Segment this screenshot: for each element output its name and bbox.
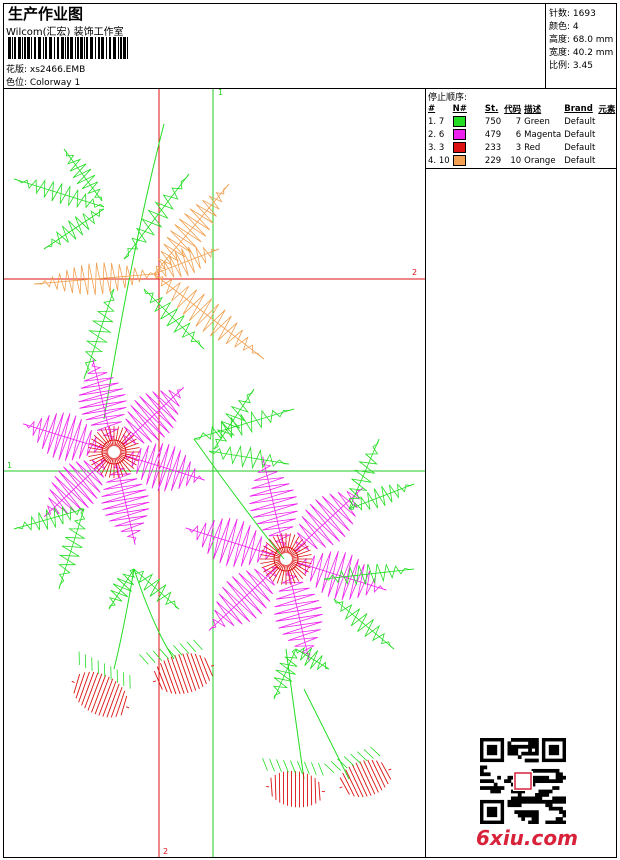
stop-needle: 6	[438, 129, 445, 140]
header-divider	[3, 88, 617, 89]
guide-h1-label: 1	[7, 461, 13, 470]
stop-brand: Default	[564, 129, 596, 140]
stop-number: 2.	[428, 129, 437, 140]
stop-number: 3.	[428, 142, 437, 153]
stop-row: 1. 7 750 7 Green Default	[428, 115, 618, 128]
stop-sequence-title: 停止顺序:	[428, 93, 468, 103]
colorway-label: 色位: Colorway 1	[6, 78, 81, 88]
color-count: 颜色: 4	[549, 22, 579, 32]
stop-number: 1.	[428, 116, 437, 127]
stop-stitches: 750	[484, 116, 502, 127]
stop-needle: 7	[438, 116, 445, 127]
sheet-title: 生产作业图	[8, 5, 84, 23]
stop-needle: 10	[438, 155, 450, 166]
color-swatch	[452, 155, 466, 166]
col-brand: Brand	[564, 103, 593, 114]
stop-brand: Default	[564, 116, 596, 127]
qr-code-icon	[480, 738, 566, 824]
design-scale: 比例: 3.45	[549, 61, 593, 71]
stop-sequence-table: # N# St. 代码 描述 Brand 元素 1. 7 750 7 Green…	[428, 102, 618, 167]
stop-code: 3	[515, 142, 522, 153]
stop-table-header: # N# St. 代码 描述 Brand 元素	[428, 102, 618, 115]
col-index: #	[428, 103, 436, 114]
stop-needle: 3	[438, 142, 445, 153]
embroidery-design-canvas	[4, 89, 425, 857]
panel-divider	[425, 88, 426, 858]
stats-divider	[545, 3, 546, 88]
stops-divider	[425, 168, 617, 169]
stop-code: 10	[510, 155, 522, 166]
guide-v2-label: 2	[163, 847, 169, 856]
color-swatch	[452, 116, 466, 127]
stop-description: Green	[524, 116, 550, 127]
site-watermark: 6xiu.com	[476, 826, 578, 850]
col-stitches: St.	[484, 103, 499, 114]
stitch-count: 针数: 1693	[549, 9, 596, 19]
stop-brand: Default	[564, 155, 596, 166]
company-name: Wilcom(汇宏) 装饰工作室	[6, 27, 124, 38]
stop-description: Orange	[524, 155, 556, 166]
color-swatch	[452, 129, 466, 140]
stop-stitches: 479	[484, 129, 502, 140]
color-swatch	[452, 142, 466, 153]
col-description: 描述	[524, 104, 542, 115]
guide-v1-label: 1	[218, 88, 224, 97]
col-needle: N#	[452, 103, 467, 114]
stop-stitches: 233	[484, 142, 502, 153]
design-file-label: 花版: xs2466.EMB	[6, 65, 86, 75]
col-code: 代码	[504, 104, 522, 115]
sheet-border	[3, 3, 617, 858]
stop-code: 7	[515, 116, 522, 127]
stop-description: Magenta	[524, 129, 562, 140]
design-width: 宽度: 40.2 mm	[549, 48, 614, 58]
design-height: 高度: 68.0 mm	[549, 35, 614, 45]
guide-h2-label: 2	[412, 268, 418, 277]
stop-description: Red	[524, 142, 541, 153]
stop-row: 3. 3 233 3 Red Default	[428, 141, 618, 154]
stop-row: 4. 10 229 10 Orange Default	[428, 154, 618, 167]
stop-number: 4.	[428, 155, 437, 166]
stop-row: 2. 6 479 6 Magenta Default	[428, 128, 618, 141]
stop-brand: Default	[564, 142, 596, 153]
barcode-icon	[8, 37, 128, 59]
col-element: 元素	[598, 104, 616, 115]
stop-code: 6	[515, 129, 522, 140]
stop-stitches: 229	[484, 155, 502, 166]
